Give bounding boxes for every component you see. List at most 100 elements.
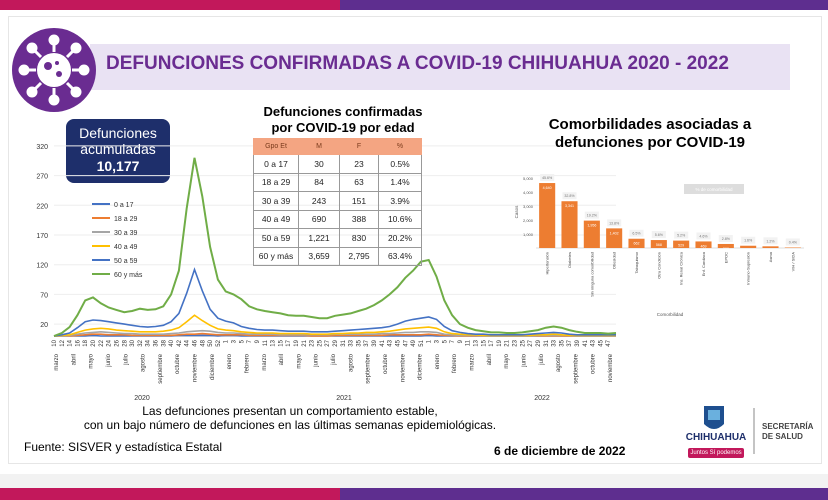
x-week-label: 52: [216, 339, 222, 346]
bar-legend-box: [684, 184, 744, 194]
legend-label: 50 a 59: [114, 258, 137, 265]
bar-pct-label: 0.4%: [789, 240, 798, 244]
table-row: 40 a 49 690 388 10.6%: [253, 209, 422, 229]
bar: [784, 247, 801, 248]
bar-value-label: 1,956: [587, 224, 596, 228]
bar-category-label: Otra Condición: [656, 252, 661, 279]
x-month-label: marzo: [262, 353, 268, 370]
table-cell: 30: [298, 154, 340, 174]
logo-state-name: CHIHUAHUA: [685, 432, 747, 443]
x-week-label: 7: [450, 339, 456, 343]
x-month-label: enero: [435, 353, 441, 369]
bar-pct-label: 5.2%: [677, 234, 686, 238]
table-cell: 23: [339, 154, 379, 174]
age-table-title-line1: Defunciones confirmadas: [263, 104, 423, 119]
bar-value-label: 4,640: [543, 186, 552, 190]
bar-pct-box: [763, 237, 778, 245]
bar: [695, 241, 712, 248]
report-date: 6 de diciembre de 2022: [494, 444, 626, 458]
x-week-label: 40: [169, 339, 175, 346]
bar: [740, 245, 757, 248]
x-week-label: 9: [458, 339, 464, 343]
x-week-label: 15: [481, 339, 487, 346]
bar-category-label: Enf. Cardiaca: [701, 251, 706, 276]
y-tick-label: 320: [36, 144, 48, 151]
x-week-label: 35: [559, 339, 565, 346]
x-month-label: agosto: [348, 353, 354, 372]
table-cell: 830: [339, 228, 379, 248]
x-week-label: 3: [232, 339, 238, 343]
bar-value-label: 1,402: [610, 231, 619, 235]
bar-pct-label: 1.2%: [766, 239, 775, 243]
x-week-label: 36: [153, 339, 159, 346]
bar-pct-box: [540, 174, 555, 182]
summary-note-line1: Las defunciones presentan un comportamie…: [142, 404, 438, 418]
x-week-label: 13: [474, 339, 480, 346]
y-tick-label: 220: [36, 203, 48, 210]
x-month-label: noviembre: [400, 353, 406, 382]
table-cell: 243: [298, 191, 340, 211]
bar-category-label: Ins. Renal Crónica: [679, 251, 684, 285]
x-week-label: 25: [520, 339, 526, 346]
age-table-header: F: [339, 138, 379, 155]
table-row: 50 a 59 1,221 830 20.2%: [253, 228, 422, 248]
x-month-label: noviembre: [608, 353, 614, 382]
x-week-label: 23: [513, 339, 519, 346]
bar-category-label: EPOC: [723, 252, 728, 263]
table-cell: 30 a 39: [253, 191, 299, 211]
x-week-label: 47: [403, 339, 409, 346]
x-week-label: 26: [114, 339, 120, 346]
table-cell: 1,221: [298, 228, 340, 248]
table-cell: 50 a 59: [253, 228, 299, 248]
bar-value-label: 288: [723, 247, 729, 251]
x-month-label: mayo: [296, 353, 302, 368]
x-month-label: octubre: [175, 353, 181, 374]
age-table: Gpo Et M F % 0 a 17 30 23 0.5% 18 a 29 84 63 1…: [253, 138, 422, 266]
table-cell: 151: [339, 191, 379, 211]
x-week-label: 11: [263, 339, 269, 346]
x-week-label: 33: [349, 339, 355, 346]
bar: [717, 243, 734, 248]
table-row: 0 a 17 30 23 0.5%: [253, 154, 422, 174]
x-week-label: 44: [185, 339, 191, 346]
x-week-label: 28: [122, 339, 128, 346]
source-text: Fuente: SISVER y estadística Estatal: [24, 440, 223, 454]
legend-label: 30 a 39: [114, 230, 137, 237]
x-week-label: 15: [278, 339, 284, 346]
bar-pct-label: 45.6%: [542, 176, 553, 180]
x-week-label: 1: [427, 339, 433, 343]
x-month-label: septiembre: [573, 353, 579, 383]
x-week-label: 42: [177, 339, 183, 346]
x-week-label: 50: [208, 339, 214, 346]
x-week-label: 19: [497, 339, 503, 346]
x-week-label: 5: [239, 339, 245, 343]
bar: [762, 246, 779, 248]
x-week-label: 35: [356, 339, 362, 346]
bar-category-label: Asma: [768, 251, 773, 262]
table-row: 18 a 29 84 63 1.4%: [253, 172, 422, 192]
bar-pct-box: [651, 231, 666, 239]
x-week-label: 51: [419, 339, 425, 346]
table-cell: 0.5%: [378, 154, 422, 174]
table-cell: 63.4%: [378, 246, 422, 266]
shield-icon: [704, 406, 724, 429]
bar-category-label: Obesidad: [612, 252, 617, 269]
x-week-label: 9: [255, 339, 261, 343]
x-month-label: marzo: [54, 353, 60, 370]
legend-label: 0 a 17: [114, 202, 134, 209]
bar-pct-box: [674, 231, 689, 239]
y-tick-label: 70: [40, 292, 48, 299]
comorbidities-bar-chart: 1,000 2,000 3,000 4,000 5,000 Casos % de comor…: [514, 174, 804, 317]
table-cell: 18 a 29: [253, 172, 299, 192]
x-week-label: 13: [271, 339, 277, 346]
bar-pct-box: [584, 211, 599, 219]
logo-secretaria-line1: SECRETARÍA: [762, 422, 814, 431]
table-row: 30 a 39 243 151 3.9%: [253, 191, 422, 211]
bar-pct-label: 19.2%: [587, 214, 598, 218]
series-line: [53, 157, 617, 337]
x-month-label: mayo: [504, 353, 510, 368]
bar: [673, 240, 690, 248]
accumulated-label-2: acumuladas: [80, 141, 156, 157]
x-year-label: 2020: [134, 395, 150, 402]
x-week-label: 17: [489, 339, 495, 346]
